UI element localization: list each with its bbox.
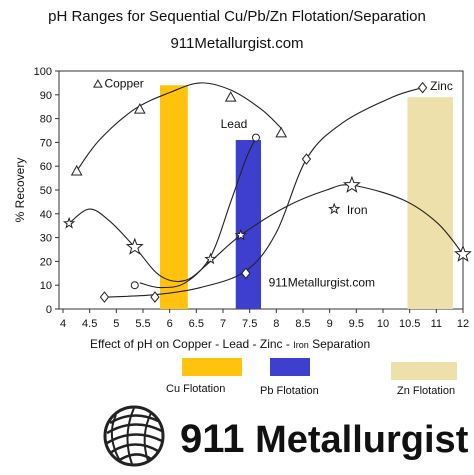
- x-tick-label: 9.5: [349, 318, 364, 330]
- x-tick-label: 8.5: [295, 318, 310, 330]
- data-point-iron: [454, 244, 472, 262]
- series-line-copper: [76, 82, 282, 172]
- logo: 911 Metallurgist: [96, 403, 468, 469]
- x-tick-label: 9: [327, 318, 333, 330]
- data-point-iron: [125, 237, 144, 255]
- x-axis-caption-part: Effect of pH on Copper - Lead - Zinc -: [90, 337, 294, 351]
- x-tick-label: 10.5: [399, 318, 420, 330]
- series-label-copper: Copper: [104, 77, 143, 91]
- data-point-iron: [342, 175, 361, 193]
- chart-plot: 0 10 20 30 40 50 60 70 80 90 100 4 4.5 5 5.5 6 6.5 7 7.5 8 8…: [13, 66, 472, 330]
- band-zn-flotation: [407, 97, 453, 310]
- logo-name: Metallurgist: [255, 419, 469, 461]
- series-label-lead: Lead: [221, 117, 248, 131]
- x-axis-caption-part: Separation: [308, 337, 371, 351]
- series-line-zinc: [104, 87, 423, 298]
- x-tick-label: 10: [377, 318, 389, 330]
- x-tick-label: 8: [273, 318, 279, 330]
- x-tick-label: 11: [431, 318, 442, 330]
- x-tick-label: 4.5: [82, 318, 97, 330]
- data-point-zinc: [150, 291, 160, 303]
- data-point-iron: [62, 216, 76, 229]
- y-tick-label: 40: [40, 209, 52, 221]
- y-tick-label: 10: [40, 280, 52, 292]
- data-point-zinc: [241, 267, 251, 280]
- legend-swatch-zn: [391, 362, 457, 380]
- x-tick-label: 4: [60, 318, 66, 330]
- series-label-zinc: Zinc: [430, 79, 453, 93]
- data-point-lead: [251, 133, 260, 142]
- copper-marker-icon: [93, 79, 103, 88]
- y-tick-label: 90: [40, 90, 52, 102]
- data-point-zinc: [99, 291, 110, 303]
- x-tick-label: 12: [457, 318, 469, 330]
- data-point-zinc: [417, 81, 428, 94]
- y-tick-label: 80: [40, 114, 52, 126]
- x-tick-label: 7: [220, 318, 226, 330]
- series-line-iron: [68, 184, 464, 283]
- logo-text: 911 Metallurgist: [180, 417, 468, 462]
- logo-sphere-icon: [103, 405, 165, 467]
- x-tick-label: 7.5: [242, 318, 257, 330]
- legend-label-cu: Cu Flotation: [166, 383, 226, 395]
- x-axis-caption-iron: Iron: [293, 340, 309, 350]
- x-tick-label: 6.5: [189, 318, 204, 330]
- data-point-zinc: [301, 153, 312, 165]
- y-tick-label: 20: [40, 256, 52, 268]
- logo-number: 911: [180, 417, 245, 461]
- chart-subtitle: 911Metallurgist.com: [170, 35, 304, 52]
- x-axis-caption: Effect of pH on Copper - Lead - Zinc - I…: [90, 337, 370, 351]
- x-tick-label: 5: [113, 318, 119, 330]
- y-tick-label: 60: [40, 161, 52, 173]
- data-point-iron-ph-9-5: [328, 202, 341, 215]
- x-tick-label: 6: [167, 318, 173, 330]
- legend-swatch-pb: [270, 358, 310, 376]
- data-point-copper: [133, 103, 146, 114]
- data-point-copper: [275, 126, 288, 138]
- legend-label-pb: Pb Flotation: [260, 385, 319, 397]
- series-label-iron: Iron: [347, 203, 368, 217]
- y-tick-label: 70: [40, 137, 52, 149]
- y-tick-label: 100: [34, 66, 52, 78]
- data-point-iron: [234, 228, 247, 241]
- y-axis-label: % Recovery: [13, 158, 27, 223]
- data-point-lead: [130, 281, 139, 290]
- data-point-copper: [224, 91, 237, 102]
- data-point-copper: [70, 164, 83, 176]
- band-cu-flotation: [160, 85, 188, 309]
- x-tick-label: 5.5: [135, 318, 150, 330]
- legend-swatch-cu: [182, 358, 242, 376]
- legend-label-zn: Zn Flotation: [397, 385, 456, 397]
- watermark-text: 911Metallurgist.com: [269, 275, 376, 289]
- data-point-iron: [204, 252, 217, 265]
- y-tick-label: 0: [46, 304, 52, 316]
- y-tick-label: 30: [40, 233, 52, 245]
- y-tick-label: 50: [40, 185, 52, 197]
- chart-title: pH Ranges for Sequential Cu/Pb/Zn Flotat…: [48, 8, 426, 25]
